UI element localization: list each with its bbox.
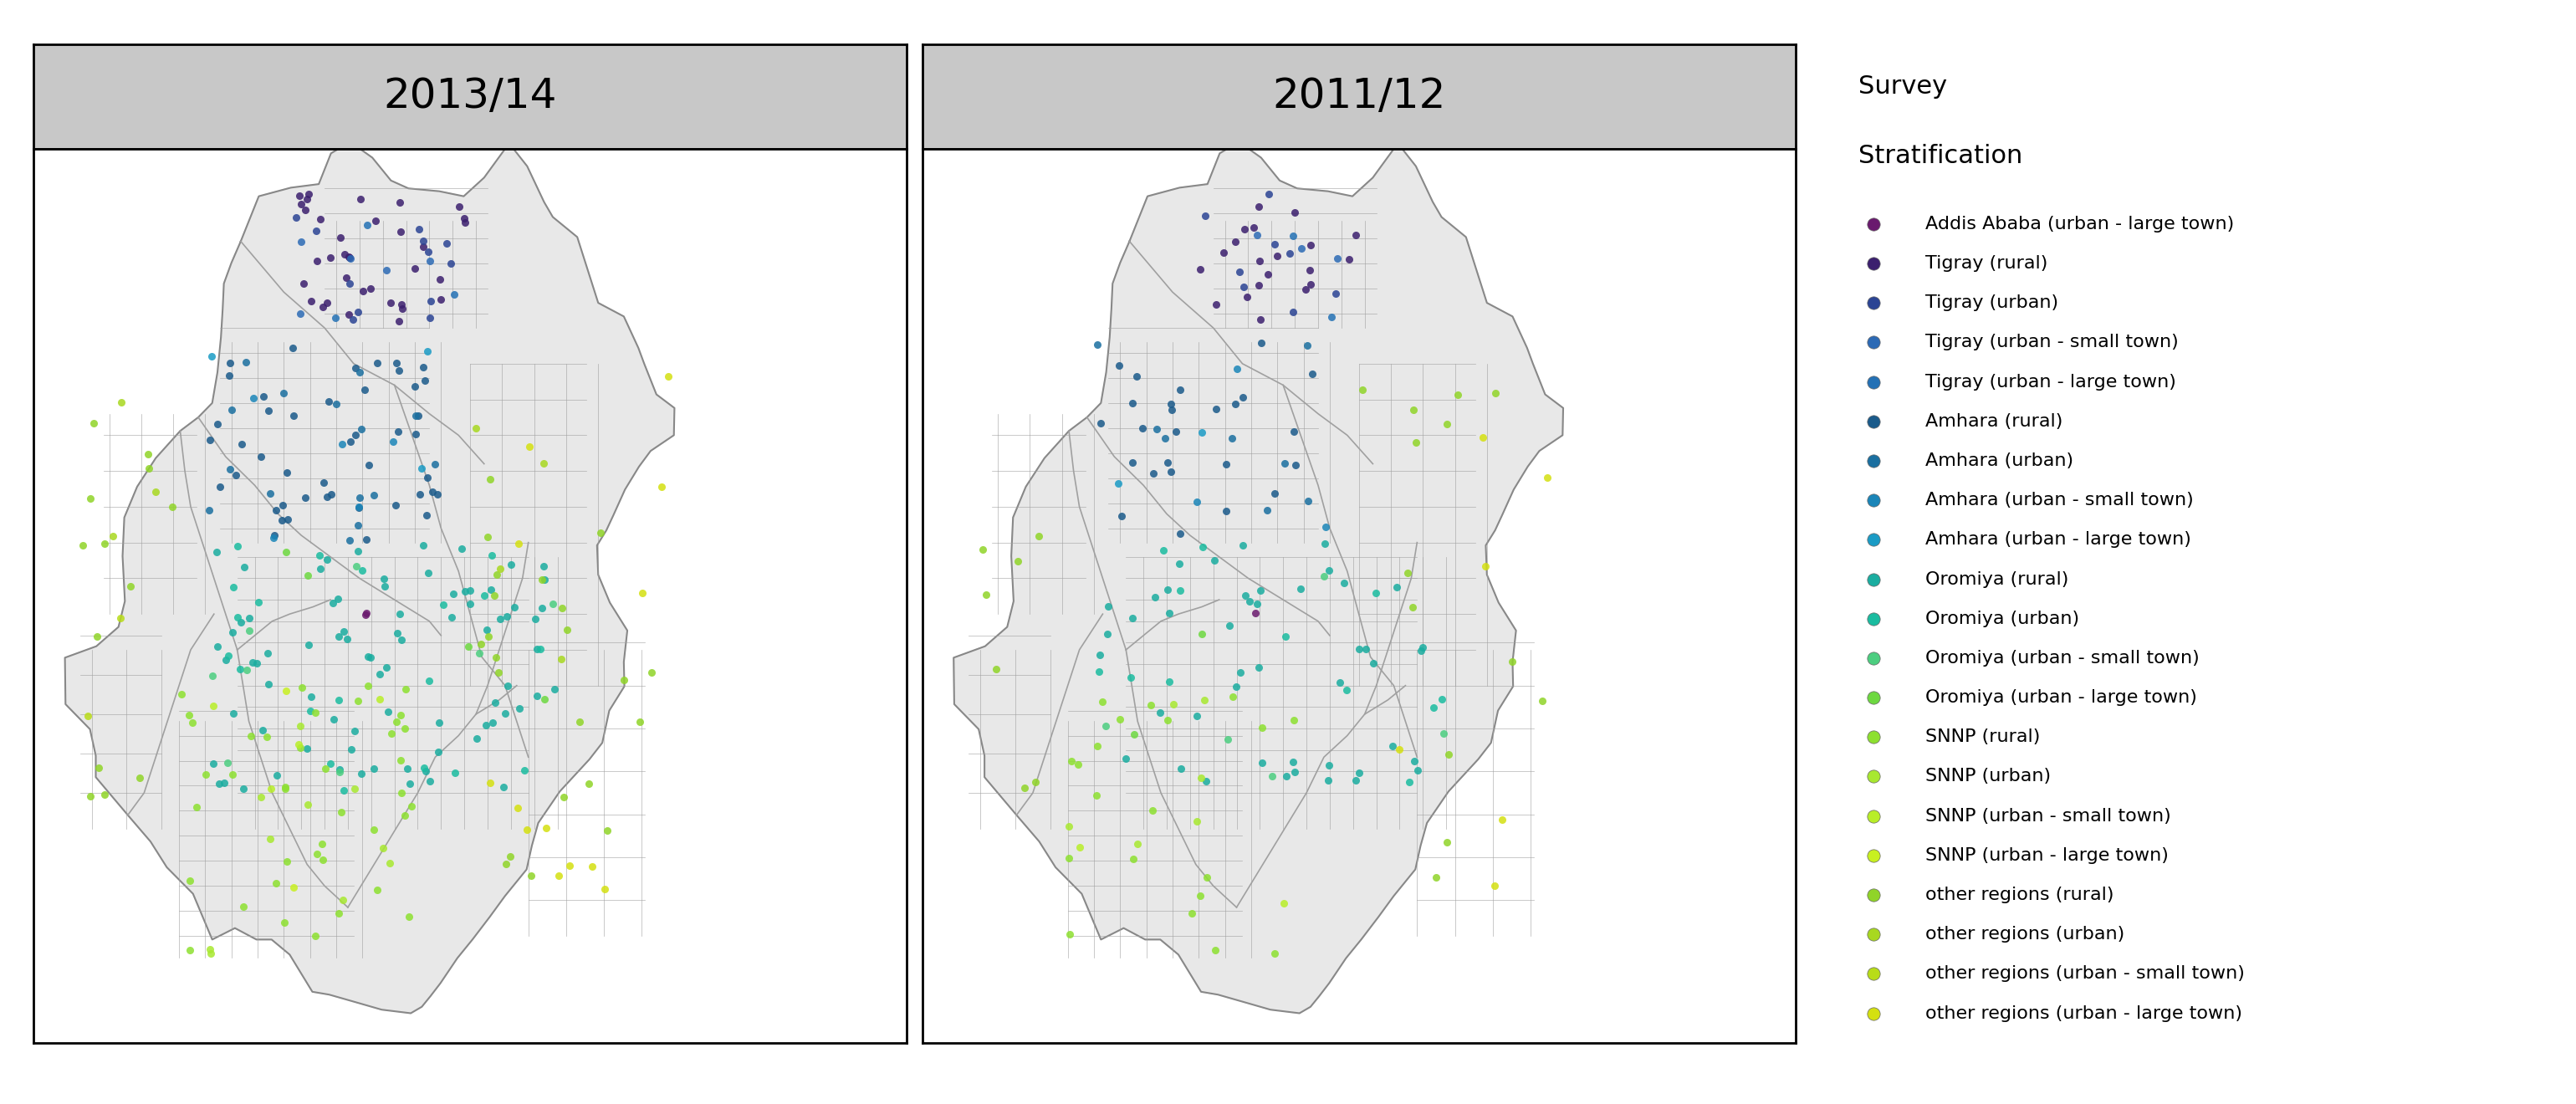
- Text: Amhara (urban): Amhara (urban): [1924, 453, 2074, 469]
- Text: Amhara (urban - large town): Amhara (urban - large town): [1924, 531, 2192, 548]
- Text: Oromiya (rural): Oromiya (rural): [1924, 571, 2069, 587]
- Text: SNNP (urban): SNNP (urban): [1924, 768, 2050, 785]
- Text: Oromiya (urban): Oromiya (urban): [1924, 611, 2079, 627]
- Text: Tigray (urban): Tigray (urban): [1924, 295, 2058, 311]
- Text: Tigray (urban - small town): Tigray (urban - small town): [1924, 335, 2179, 351]
- Text: Amhara (rural): Amhara (rural): [1924, 413, 2063, 429]
- Text: other regions (rural): other regions (rural): [1924, 887, 2115, 903]
- Text: Addis Ababa (urban - large town): Addis Ababa (urban - large town): [1924, 215, 2233, 232]
- Text: Oromiya (urban - large town): Oromiya (urban - large town): [1924, 689, 2197, 705]
- Text: other regions (urban - small town): other regions (urban - small town): [1924, 966, 2244, 983]
- Text: Tigray (rural): Tigray (rural): [1924, 255, 2048, 272]
- Polygon shape: [953, 142, 1564, 1013]
- Text: Stratification: Stratification: [1860, 144, 2022, 168]
- Text: SNNP (urban - small town): SNNP (urban - small town): [1924, 808, 2172, 825]
- Text: SNNP (urban - large town): SNNP (urban - large town): [1924, 847, 2169, 863]
- Text: SNNP (rural): SNNP (rural): [1924, 729, 2040, 745]
- Text: 2011/12: 2011/12: [1273, 76, 1445, 117]
- Text: other regions (urban - large town): other regions (urban - large town): [1924, 1005, 2241, 1021]
- Text: Tigray (urban - large town): Tigray (urban - large town): [1924, 373, 2177, 390]
- Text: 2013/14: 2013/14: [384, 76, 556, 117]
- Text: other regions (urban): other regions (urban): [1924, 926, 2125, 943]
- Polygon shape: [64, 142, 675, 1013]
- Text: Oromiya (urban - small town): Oromiya (urban - small town): [1924, 650, 2200, 667]
- Text: Amhara (urban - small town): Amhara (urban - small town): [1924, 492, 2195, 509]
- Text: Survey: Survey: [1860, 74, 1947, 98]
